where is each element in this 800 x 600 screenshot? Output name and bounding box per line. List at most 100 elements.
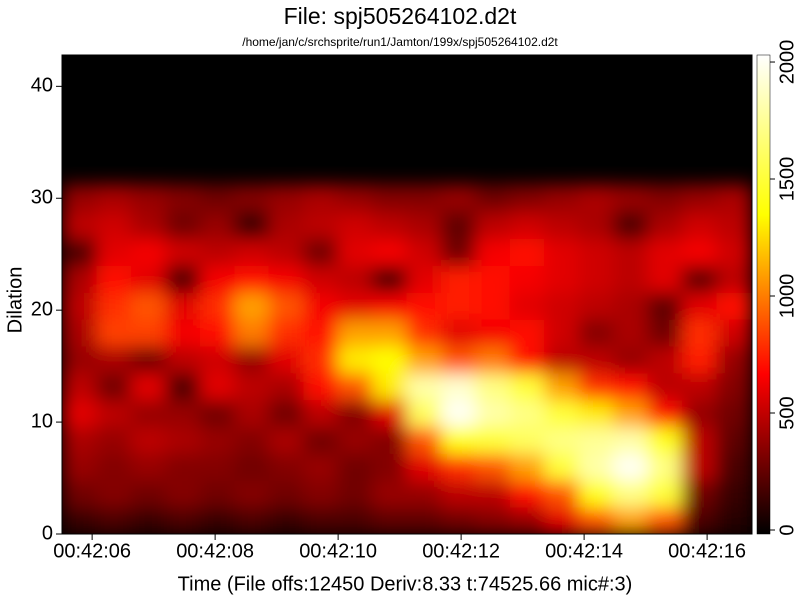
heat-cell: [578, 372, 615, 401]
heat-cell: [682, 345, 718, 374]
heat-cell: [578, 479, 615, 508]
heat-cell: [440, 372, 477, 401]
heat-cell: [647, 184, 684, 213]
heat-cell: [62, 264, 98, 293]
heat-cell: [682, 452, 718, 481]
heat-cell: [647, 238, 684, 266]
heat-cell: [440, 184, 477, 213]
heat-cell: [130, 372, 167, 401]
heat-cell: [716, 399, 752, 428]
heat-cell: [544, 291, 580, 320]
heat-cell: [406, 211, 442, 240]
heat-cell: [372, 372, 408, 401]
heat-cell: [716, 211, 752, 240]
heat-cell: [475, 399, 511, 428]
heat-cell: [165, 211, 201, 240]
heat-cell: [613, 238, 649, 266]
heat-cell: [475, 426, 511, 454]
heat-cell: [62, 318, 98, 347]
y-tick-label: 40: [31, 75, 53, 97]
heat-cell: [716, 238, 752, 266]
heat-cell: [613, 479, 649, 508]
heat-cell: [165, 426, 201, 454]
heat-cell: [268, 372, 305, 401]
heat-cell: [96, 426, 132, 454]
heat-cell: [337, 318, 374, 347]
heat-cell: [165, 184, 201, 213]
heat-cell: [440, 211, 477, 240]
heat-cell: [682, 264, 718, 293]
heat-cell: [234, 452, 270, 481]
heat-cell: [165, 318, 201, 347]
heat-cell: [544, 426, 580, 454]
heat-cell: [440, 426, 477, 454]
heat-cell: [62, 479, 98, 508]
heatmap: [62, 184, 752, 534]
heat-cell: [647, 399, 684, 428]
heat-cell: [199, 426, 236, 454]
heat-cell: [165, 452, 201, 481]
heatmap-cells: [62, 184, 752, 534]
heat-cell: [234, 506, 270, 534]
heat-cell: [337, 372, 374, 401]
heat-cell: [337, 184, 374, 213]
heat-cell: [406, 506, 442, 534]
heat-cell: [96, 291, 132, 320]
heat-cell: [578, 506, 615, 534]
heat-cell: [613, 372, 649, 401]
heat-cell: [372, 211, 408, 240]
heat-cell: [130, 479, 167, 508]
heat-cell: [268, 211, 305, 240]
heat-cell: [509, 452, 546, 481]
heat-cell: [199, 372, 236, 401]
x-tick-label: 00:42:08: [176, 540, 254, 562]
heat-cell: [268, 318, 305, 347]
heat-cell: [544, 211, 580, 240]
heat-cell: [544, 238, 580, 266]
heat-cell: [234, 399, 270, 428]
heat-cell: [96, 372, 132, 401]
heat-cell: [440, 452, 477, 481]
heat-cell: [199, 238, 236, 266]
heat-cell: [440, 345, 477, 374]
heat-cell: [613, 184, 649, 213]
heat-cell: [96, 211, 132, 240]
heat-cell: [372, 291, 408, 320]
y-axis-label: Dilation: [4, 267, 26, 334]
heat-cell: [199, 264, 236, 293]
heat-cell: [716, 291, 752, 320]
heat-cell: [372, 452, 408, 481]
heat-cell: [234, 426, 270, 454]
heat-cell: [440, 506, 477, 534]
heat-cell: [234, 238, 270, 266]
heat-cell: [199, 211, 236, 240]
heat-cell: [130, 426, 167, 454]
colorbar-tick-label: 0: [776, 524, 798, 535]
heat-cell: [62, 372, 98, 401]
heat-cell: [96, 264, 132, 293]
heat-cell: [544, 452, 580, 481]
heat-cell: [62, 211, 98, 240]
heat-cell: [682, 211, 718, 240]
heat-cell: [199, 291, 236, 320]
heat-cell: [165, 238, 201, 266]
heat-cell: [303, 479, 339, 508]
heat-cell: [130, 452, 167, 481]
heat-cell: [303, 318, 339, 347]
heat-cell: [475, 184, 511, 213]
heat-cell: [130, 184, 167, 213]
heat-cell: [647, 345, 684, 374]
heat-cell: [199, 479, 236, 508]
heat-cell: [372, 184, 408, 213]
heat-cell: [303, 345, 339, 374]
heat-cell: [613, 506, 649, 534]
heat-cell: [303, 506, 339, 534]
heat-cell: [544, 372, 580, 401]
heat-cell: [716, 318, 752, 347]
heat-cell: [475, 452, 511, 481]
heat-cell: [682, 291, 718, 320]
heat-cell: [96, 399, 132, 428]
heat-cell: [337, 264, 374, 293]
heat-cell: [613, 211, 649, 240]
heat-cell: [578, 211, 615, 240]
